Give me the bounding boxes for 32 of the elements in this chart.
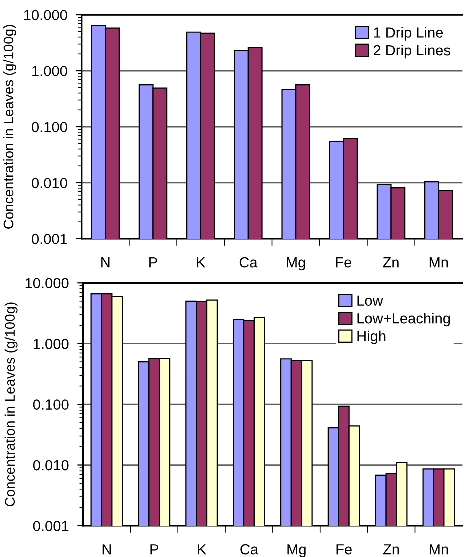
y-tick-label: 10.000 — [26, 278, 69, 289]
legend-label: Low+Leaching — [358, 313, 450, 327]
x-tick-label: K — [197, 258, 206, 268]
legend-label: High — [358, 330, 386, 344]
y-tick-label: 0.001 — [33, 521, 69, 532]
x-tick-label: Ca — [240, 544, 259, 555]
x-tick-label: P — [150, 544, 158, 555]
y-tick-label: 1.000 — [32, 66, 68, 76]
x-tick-label: Mn — [430, 544, 448, 555]
y-tick-label: 10.000 — [24, 10, 68, 20]
y-tick-label: 0.100 — [32, 122, 68, 132]
y-tick-label: 1.000 — [34, 338, 69, 350]
y-tick-label: 0.100 — [33, 400, 69, 410]
x-tick-label: N — [102, 258, 110, 268]
y-tick-label: 0.010 — [32, 178, 68, 188]
x-tick-label: P — [150, 258, 158, 268]
x-tick-label: K — [198, 544, 207, 555]
x-tick-label: Zn — [383, 258, 399, 268]
legend-label: 1 Drip Line — [374, 27, 444, 41]
legend-label: 2 Drip Lines — [374, 44, 450, 59]
y-axis-title: Concentration in Leaves (g/100g) — [3, 25, 16, 229]
x-tick-label: Zn — [383, 544, 400, 555]
y-tick-label: 0.010 — [33, 460, 69, 471]
x-tick-label: Mn — [430, 258, 448, 268]
x-tick-label: Ca — [240, 257, 258, 268]
x-tick-label: Fe — [336, 258, 352, 268]
y-tick-label: 0.001 — [32, 234, 68, 244]
x-tick-label: Fe — [336, 544, 352, 555]
y-axis-title: Concentration in Leaves (g/100g) — [4, 302, 18, 507]
x-tick-label: N — [102, 544, 112, 555]
legend-label: Low — [358, 296, 384, 306]
x-tick-label: Mg — [287, 258, 306, 271]
